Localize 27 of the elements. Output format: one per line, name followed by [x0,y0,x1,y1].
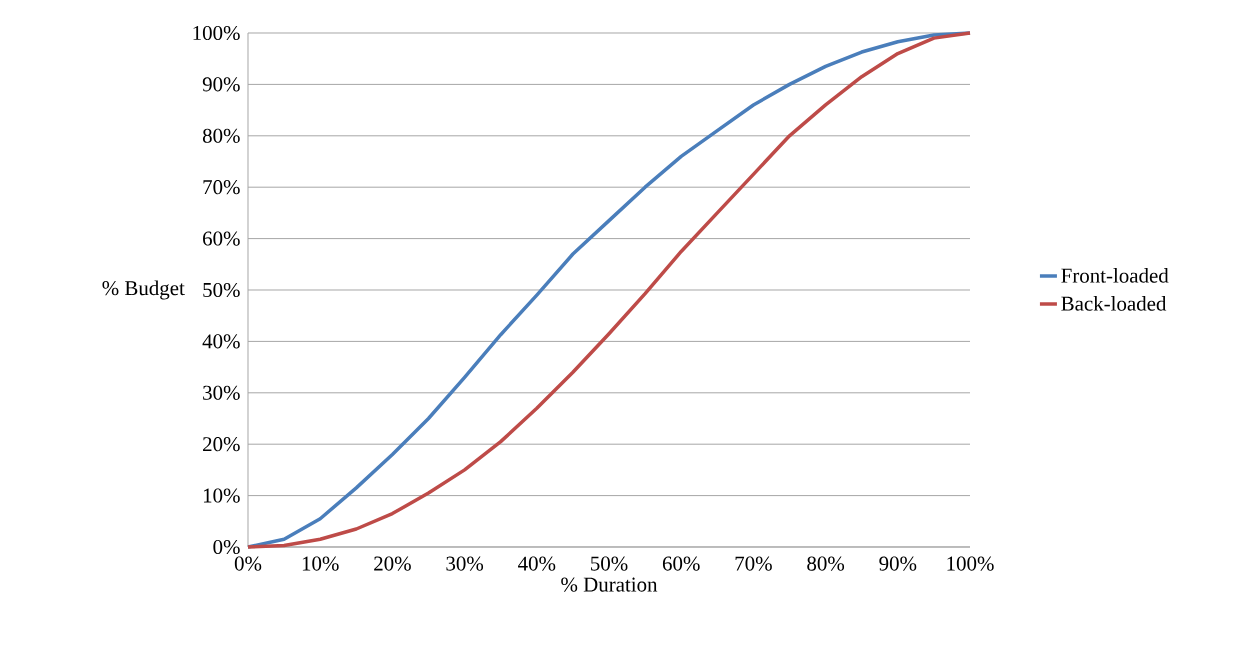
x-tick-label: 90% [879,556,917,571]
y-tick-label: 20% [203,437,240,452]
y-tick-label: 30% [203,385,240,400]
y-tick-label: 70% [203,180,240,195]
x-tick-label: 40% [518,556,556,571]
line-series [246,31,972,549]
y-tick-label: 100% [193,25,240,41]
x-tick-label: 50% [591,556,628,571]
y-tick-label: 60% [203,231,240,246]
x-tick-label: 20% [374,556,411,571]
y-tick-label: 40% [202,334,240,349]
y-tick-label: 50% [203,282,240,298]
y-tick-label: 80% [202,128,240,143]
x-axis-title: % Duration [561,577,658,592]
x-tick-label: 70% [735,556,772,571]
x-tick-label: 100% [947,556,994,571]
x-tick-label: 80% [807,556,845,571]
x-tick-label: 10% [302,556,339,571]
x-tick-label: 60% [662,556,700,571]
y-tick-label: 90% [202,77,240,92]
legend-label: Back-loaded [1061,295,1167,311]
x-tick-label: 0% [234,556,262,571]
y-tick-label: 0% [213,539,240,555]
y-axis-title: % Budget [102,280,185,300]
y-tick-label: 10% [203,488,240,503]
legend-label: Front-loaded [1061,267,1169,283]
x-tick-label: 30% [446,556,484,571]
